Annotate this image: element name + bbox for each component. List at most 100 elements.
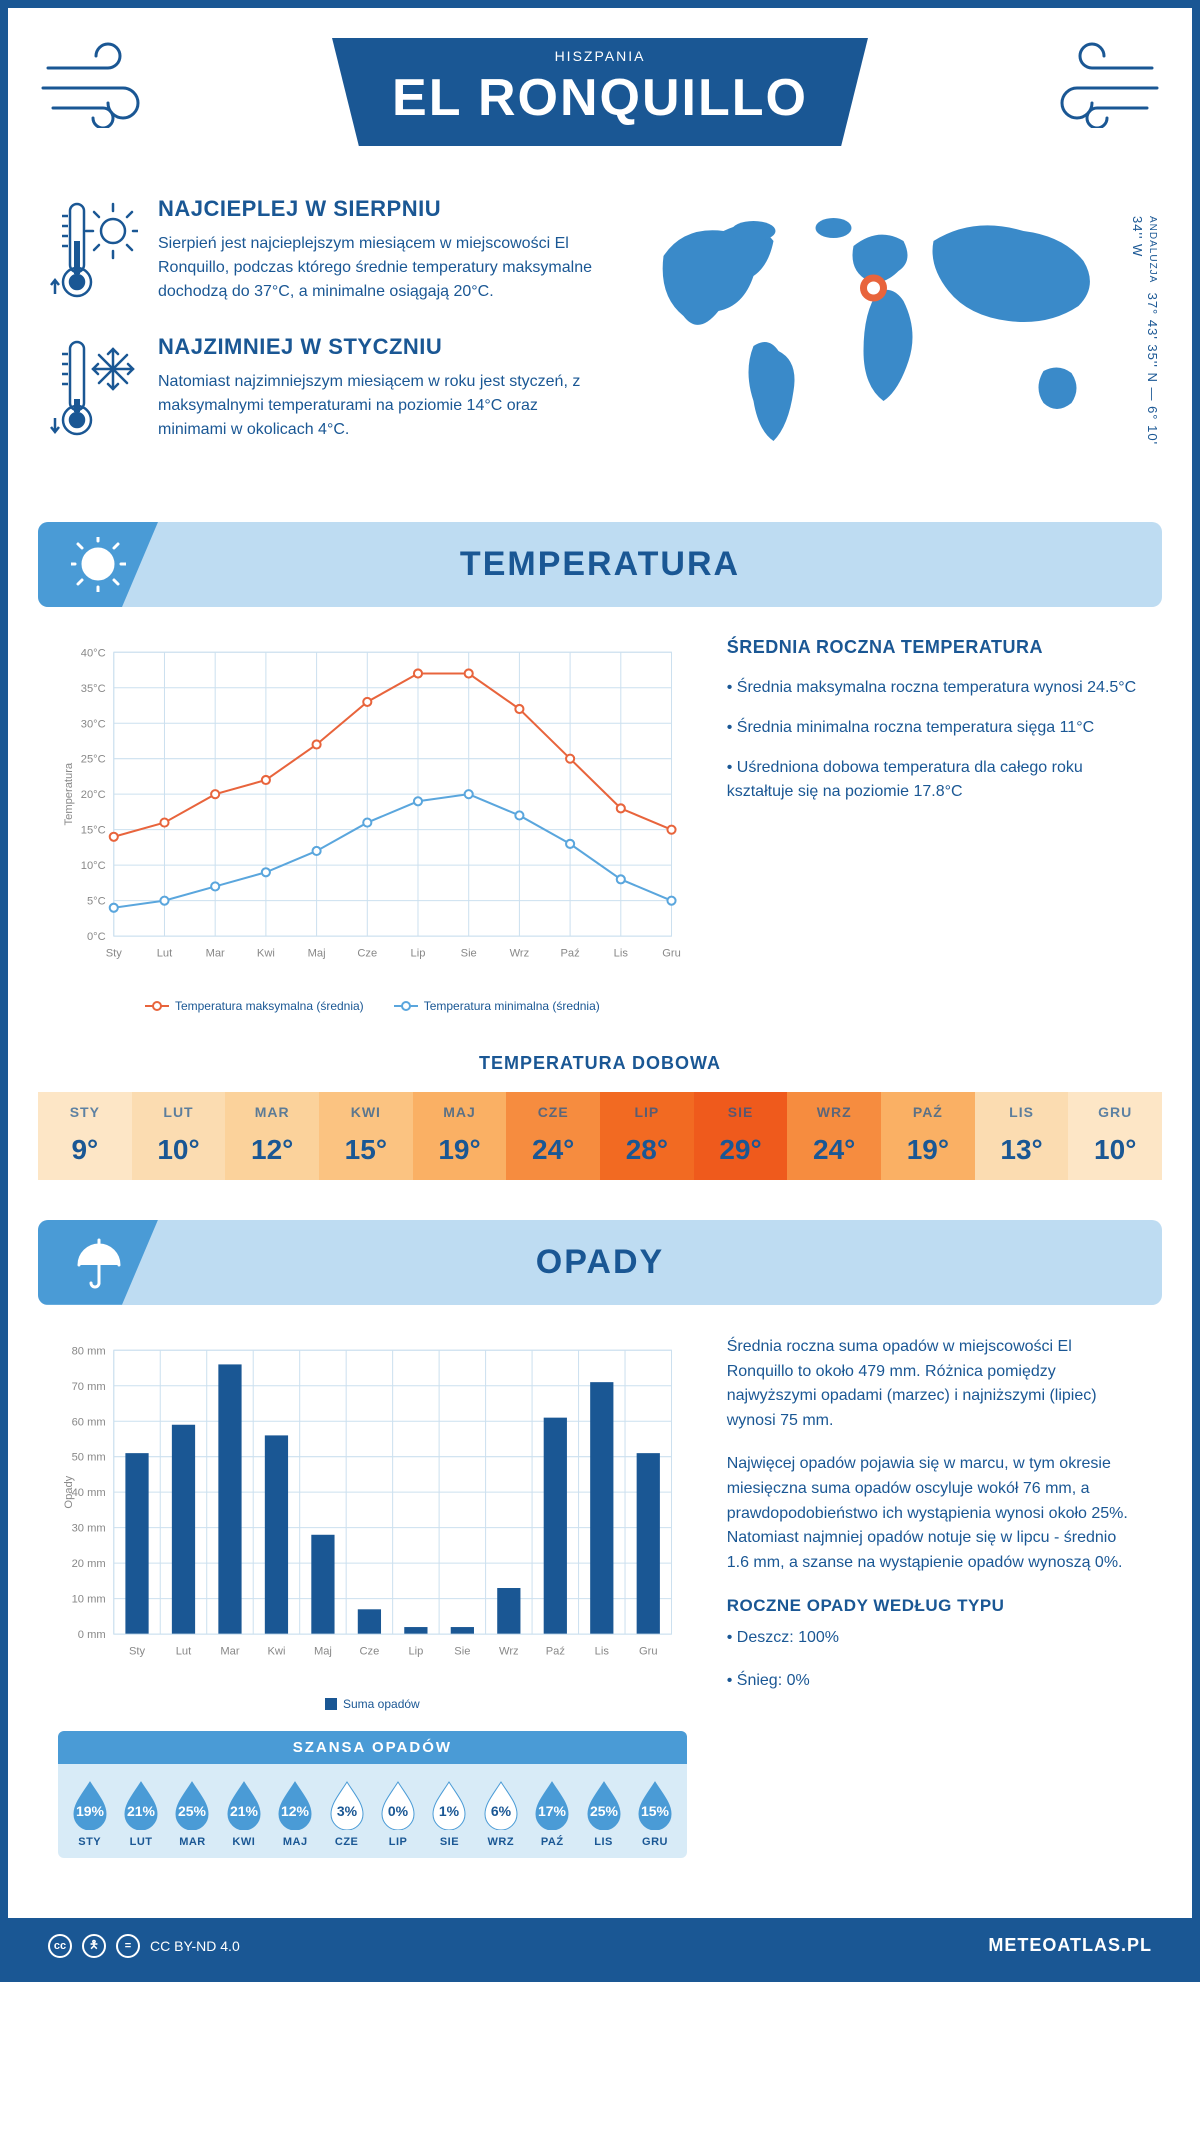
- svg-text:25%: 25%: [178, 1803, 207, 1819]
- hottest-fact: NAJCIEPLEJ W SIERPNIU Sierpień jest najc…: [48, 196, 595, 306]
- temp-cell: PAŹ 19°: [881, 1092, 975, 1180]
- svg-text:25%: 25%: [590, 1803, 619, 1819]
- chance-drop: 21% LUT: [115, 1778, 166, 1848]
- svg-text:50 mm: 50 mm: [72, 1452, 106, 1464]
- chance-drop: 0% LIP: [372, 1778, 423, 1848]
- temp-value: 24°: [506, 1134, 600, 1166]
- precip-chance: SZANSA OPADÓW 19% STY 21% LUT 25% MAR 21…: [58, 1731, 687, 1858]
- intro-section: NAJCIEPLEJ W SIERPNIU Sierpień jest najc…: [8, 166, 1192, 502]
- temp-cell: GRU 10°: [1068, 1092, 1162, 1180]
- temp-value: 28°: [600, 1134, 694, 1166]
- chance-drop: 6% WRZ: [475, 1778, 526, 1848]
- svg-text:15%: 15%: [641, 1803, 670, 1819]
- svg-text:Sty: Sty: [106, 947, 123, 959]
- chart-legend: .swatch[style*='#e8643c']::after{border-…: [58, 999, 687, 1013]
- coldest-fact: NAJZIMNIEJ W STYCZNIU Natomiast najzimni…: [48, 334, 595, 444]
- month-label: SIE: [424, 1836, 475, 1848]
- svg-text:20°C: 20°C: [81, 789, 106, 801]
- chance-drop: 3% CZE: [321, 1778, 372, 1848]
- month-label: PAŹ: [881, 1104, 975, 1120]
- chance-drop: 1% SIE: [424, 1778, 475, 1848]
- svg-text:Cze: Cze: [357, 947, 377, 959]
- temp-value: 10°: [1068, 1134, 1162, 1166]
- chance-drop: 15% GRU: [629, 1778, 680, 1848]
- month-label: STY: [38, 1104, 132, 1120]
- svg-text:1%: 1%: [439, 1803, 460, 1819]
- month-label: MAR: [167, 1836, 218, 1848]
- month-label: LIS: [975, 1104, 1069, 1120]
- month-label: KWI: [319, 1104, 413, 1120]
- svg-text:30 mm: 30 mm: [72, 1523, 106, 1535]
- svg-text:5°C: 5°C: [87, 896, 106, 908]
- svg-text:20 mm: 20 mm: [72, 1558, 106, 1570]
- temp-value: 10°: [132, 1134, 226, 1166]
- temp-value: 13°: [975, 1134, 1069, 1166]
- temp-value: 19°: [881, 1134, 975, 1166]
- temperature-chart: 0°C5°C10°C15°C20°C25°C30°C35°C40°CStyLut…: [58, 637, 687, 1013]
- temp-cell: WRZ 24°: [787, 1092, 881, 1180]
- title-banner: EL RONQUILLO HISZPANIA: [332, 38, 868, 146]
- temp-cell: LIP 28°: [600, 1092, 694, 1180]
- svg-text:Paź: Paź: [561, 947, 581, 959]
- hot-text: Sierpień jest najcieplejszym miesiącem w…: [158, 232, 595, 304]
- svg-text:Lip: Lip: [411, 947, 426, 959]
- temp-value: 24°: [787, 1134, 881, 1166]
- precip-type-heading: ROCZNE OPADY WEDŁUG TYPU: [727, 1596, 1142, 1616]
- temp-cell: MAR 12°: [225, 1092, 319, 1180]
- precip-paragraph: Średnia roczna suma opadów w miejscowośc…: [727, 1335, 1142, 1434]
- svg-text:10°C: 10°C: [81, 860, 106, 872]
- wind-icon: [1022, 38, 1162, 128]
- svg-text:Sie: Sie: [454, 1645, 470, 1657]
- temp-cell: LUT 10°: [132, 1092, 226, 1180]
- location-title: EL RONQUILLO: [392, 68, 808, 128]
- svg-text:6%: 6%: [491, 1803, 512, 1819]
- svg-text:Mar: Mar: [220, 1645, 239, 1657]
- legend-label: Suma opadów: [343, 1697, 420, 1711]
- month-label: CZE: [506, 1104, 600, 1120]
- svg-text:70 mm: 70 mm: [72, 1381, 106, 1393]
- country-label: HISZPANIA: [392, 48, 808, 64]
- summary-heading: ŚREDNIA ROCZNA TEMPERATURA: [727, 637, 1142, 658]
- svg-text:Wrz: Wrz: [510, 947, 530, 959]
- thermometer-hot-icon: [48, 196, 138, 306]
- temp-cell: SIE 29°: [694, 1092, 788, 1180]
- month-label: WRZ: [475, 1836, 526, 1848]
- month-label: WRZ: [787, 1104, 881, 1120]
- bullet: • Uśredniona dobowa temperatura dla całe…: [727, 756, 1142, 804]
- svg-text:21%: 21%: [127, 1803, 156, 1819]
- month-label: GRU: [629, 1836, 680, 1848]
- license-text: CC BY-ND 4.0: [150, 1938, 240, 1954]
- svg-text:Gru: Gru: [662, 947, 681, 959]
- month-label: PAŹ: [527, 1836, 578, 1848]
- bullet: • Deszcz: 100%: [727, 1626, 1142, 1651]
- svg-text:Lip: Lip: [408, 1645, 423, 1657]
- temp-value: 15°: [319, 1134, 413, 1166]
- svg-text:Paź: Paź: [546, 1645, 566, 1657]
- month-label: GRU: [1068, 1104, 1162, 1120]
- temp-cell: MAJ 19°: [413, 1092, 507, 1180]
- svg-text:15°C: 15°C: [81, 825, 106, 837]
- month-label: LIS: [578, 1836, 629, 1848]
- month-label: LIP: [600, 1104, 694, 1120]
- svg-text:Lut: Lut: [157, 947, 173, 959]
- month-label: MAJ: [270, 1836, 321, 1848]
- svg-text:30°C: 30°C: [81, 718, 106, 730]
- section-heading: TEMPERATURA: [38, 545, 1162, 584]
- svg-text:Temperatura: Temperatura: [63, 762, 75, 825]
- world-map: ANDALUZJA 37° 43' 35'' N — 6° 10' 34'' W: [625, 196, 1142, 472]
- month-label: LUT: [115, 1836, 166, 1848]
- svg-text:17%: 17%: [538, 1803, 567, 1819]
- month-label: SIE: [694, 1104, 788, 1120]
- svg-text:Lis: Lis: [595, 1645, 610, 1657]
- month-label: LIP: [372, 1836, 423, 1848]
- temp-value: 29°: [694, 1134, 788, 1166]
- svg-text:Maj: Maj: [308, 947, 326, 959]
- precip-chart: 0 mm10 mm20 mm30 mm40 mm50 mm60 mm70 mm8…: [58, 1335, 687, 1868]
- svg-text:Wrz: Wrz: [499, 1645, 519, 1657]
- temperature-summary: ŚREDNIA ROCZNA TEMPERATURA • Średnia mak…: [727, 637, 1142, 1013]
- svg-text:Maj: Maj: [314, 1645, 332, 1657]
- cold-text: Natomiast najzimniejszym miesiącem w rok…: [158, 370, 595, 442]
- wind-icon: [38, 38, 178, 128]
- svg-text:0%: 0%: [388, 1803, 409, 1819]
- sun-icon: [71, 537, 126, 592]
